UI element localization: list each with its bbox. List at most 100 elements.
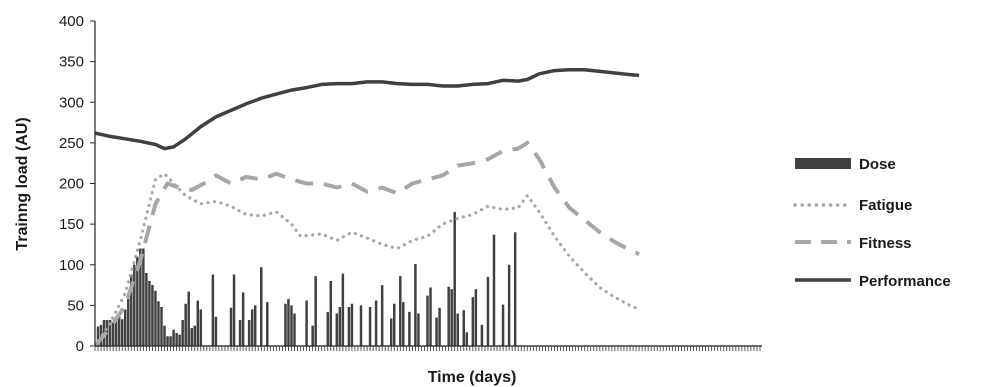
legend-label-fitness: Fitness <box>859 235 912 252</box>
dose-bar <box>456 313 459 346</box>
dose-bar <box>393 303 396 346</box>
dose-bar <box>169 336 172 346</box>
dose-bar <box>108 320 112 346</box>
dose-bar <box>111 321 115 346</box>
dose-bar <box>507 264 511 346</box>
dose-bar <box>474 289 478 346</box>
dose-bar <box>402 302 405 346</box>
dose-bar <box>241 292 245 346</box>
dose-bar <box>426 295 429 346</box>
dose-bar <box>314 276 317 346</box>
dose-bar <box>253 305 257 346</box>
dose-bar <box>368 307 372 346</box>
dose-bar <box>305 300 308 346</box>
dose-bar <box>151 285 154 346</box>
dose-bar <box>157 301 160 346</box>
y-tick-label: 100 <box>59 257 84 274</box>
dose-bar <box>120 319 124 346</box>
series-lines <box>93 68 641 348</box>
dose-bar <box>114 317 118 346</box>
dose-bar <box>154 290 157 346</box>
dose-bar <box>160 307 163 346</box>
dose-bar <box>326 311 329 346</box>
dose-bar <box>211 274 215 346</box>
y-tick-label: 350 <box>59 54 84 71</box>
dose-bar <box>399 276 402 346</box>
legend-label-performance: Performance <box>859 273 951 290</box>
dose-bar <box>190 328 193 346</box>
dose-bar <box>199 309 203 346</box>
dose-bar <box>175 333 178 346</box>
y-tick-label: 200 <box>59 176 84 193</box>
dose-bar <box>462 310 466 346</box>
x-axis-ticks <box>94 346 761 351</box>
dose-bar <box>178 334 181 346</box>
dose-bar <box>136 256 139 346</box>
dose-bar <box>133 264 136 346</box>
y-tick-label: 50 <box>67 297 84 314</box>
dose-bar <box>187 291 190 346</box>
dose-bar <box>438 307 441 346</box>
dose-bar <box>311 325 314 346</box>
dose-bar <box>465 332 469 346</box>
dose-bar <box>492 234 496 346</box>
y-tick-label: 150 <box>59 216 84 233</box>
dose-bar <box>359 305 363 346</box>
dose-bar <box>139 248 142 346</box>
dose-bar <box>214 316 218 346</box>
dose-bar <box>181 320 184 346</box>
y-tick-label: 300 <box>59 94 84 111</box>
performance-line <box>94 68 640 151</box>
dose-bar <box>347 307 351 346</box>
dose-bar <box>193 325 196 346</box>
dose-bar <box>250 309 254 346</box>
dose-bar <box>417 313 420 346</box>
legend-label-fatigue: Fatigue <box>859 197 912 214</box>
dose-bar <box>266 302 269 346</box>
dose-bar <box>284 303 287 346</box>
y-axis-title: Trainng load (AU) <box>14 117 31 250</box>
legend-label-dose: Dose <box>859 156 896 173</box>
dose-bar <box>380 285 384 346</box>
dose-bar <box>486 276 490 346</box>
dose-bar <box>172 329 175 346</box>
dose-bar <box>408 311 411 346</box>
dose-bar <box>435 317 438 346</box>
dose-bar <box>260 267 263 346</box>
dose-bar <box>145 272 148 346</box>
dose-bar <box>287 298 290 346</box>
dose-bar <box>338 307 342 346</box>
dose-bar <box>232 274 236 346</box>
x-axis-title: Time (days) <box>428 369 517 386</box>
y-axis-ticks: 0 50 100 150 200 250 300 350 400 <box>59 13 95 355</box>
dose-bar <box>247 320 251 346</box>
dose-bar <box>117 315 121 346</box>
dose-bar <box>229 307 233 346</box>
dose-bar <box>293 313 296 346</box>
dose-bar <box>238 320 242 346</box>
legend: Dose Fatigue Fitness Performance <box>793 156 951 290</box>
dose-bar <box>148 281 151 346</box>
dose-bar <box>501 304 505 346</box>
dose-bar <box>389 318 393 346</box>
legend-swatch-dose <box>795 158 851 169</box>
fitness-line <box>93 140 640 348</box>
dose-bar <box>123 309 127 346</box>
dose-bar <box>163 325 166 346</box>
dose-bar <box>184 303 187 346</box>
dose-bar <box>447 286 450 346</box>
dose-bar <box>196 300 200 346</box>
dose-bar <box>429 287 432 346</box>
dose-bar <box>142 248 145 346</box>
dose-bar <box>480 324 484 346</box>
dose-bar <box>513 232 517 346</box>
dose-bar <box>450 289 453 346</box>
dose-bar <box>341 273 345 346</box>
y-tick-label: 400 <box>59 13 84 30</box>
dose-bar <box>471 297 475 346</box>
dose-bar <box>130 274 133 346</box>
dose-bar <box>374 300 378 346</box>
dose-bar <box>166 336 169 346</box>
dose-bars <box>96 211 517 346</box>
